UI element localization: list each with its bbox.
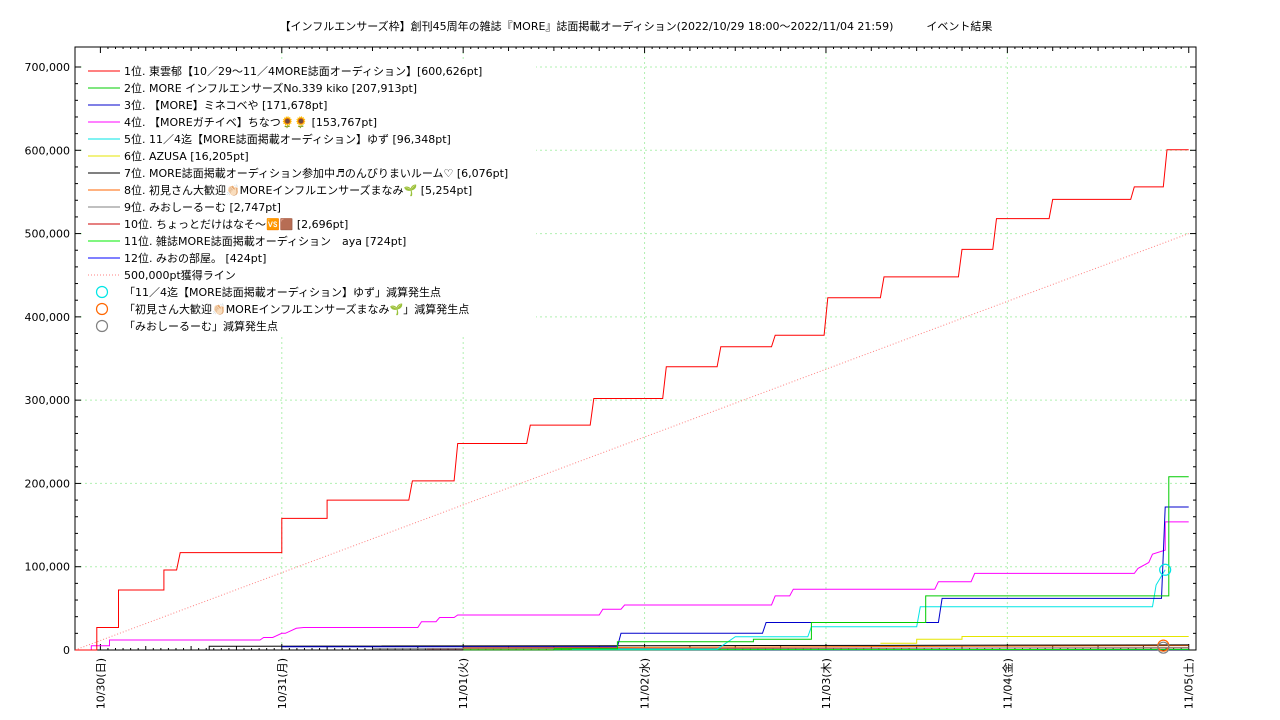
marker-3 xyxy=(1157,641,1170,654)
x-tick-label: 11/03(木) xyxy=(820,658,833,709)
legend-label-1: 1位. 東雲郁【10／29〜11／4MORE誌面オーディション】[600,626… xyxy=(124,64,482,78)
legend-label-12: 12位. みおの部屋。 [424pt] xyxy=(124,251,266,265)
reference-line xyxy=(74,233,1189,651)
legend-label-11: 11位. 雑誌MORE誌面掲載オーディション aya [724pt] xyxy=(124,234,406,248)
legend-label-5: 5位. 11／4迄【MORE誌面掲載オーディション】ゆず [96,348pt] xyxy=(124,132,451,146)
legend-label-10: 10位. ちょっとだけはなそ〜🆚🟫 [2,696pt] xyxy=(124,217,348,231)
legend-background xyxy=(84,61,536,335)
series-line-8 xyxy=(463,645,1189,649)
legend-marker-2 xyxy=(95,302,109,316)
legend-marker-3 xyxy=(95,319,109,333)
y-tick-label: 200,000 xyxy=(25,477,71,490)
y-tick-label: 600,000 xyxy=(25,144,71,157)
y-tick-label: 700,000 xyxy=(25,61,71,74)
legend-marker-1 xyxy=(95,285,109,299)
legend-label-reference: 500,000pt獲得ライン xyxy=(124,269,236,282)
x-tick-label: 10/31(月) xyxy=(276,658,289,709)
legend-label-8: 8位. 初見さん大歓迎👏🏻MOREインフルエンサーズまなみ🌱 [5,254pt] xyxy=(124,183,472,197)
y-tick-label: 500,000 xyxy=(25,228,71,241)
series-lines xyxy=(74,149,1189,654)
y-tick-label: 400,000 xyxy=(25,311,71,324)
chart-title: 【インフルエンサーズ枠】創刊45周年の雑誌『MORE』誌面掲載オーディション(2… xyxy=(280,19,993,33)
legend-marker-label-1: 「11／4迄【MORE誌面掲載オーディション】ゆず」減算発生点 xyxy=(124,285,441,299)
legend: 1位. 東雲郁【10／29〜11／4MORE誌面オーディション】[600,626… xyxy=(84,61,536,335)
legend-label-7: 7位. MORE誌面掲載オーディション参加中♬のんびりまいルーム♡ [6,076… xyxy=(124,166,508,180)
series-line-5 xyxy=(572,569,1166,650)
legend-label-3: 3位. 【MORE】ミネコベや [171,678pt] xyxy=(124,98,327,112)
y-tick-label: 300,000 xyxy=(25,394,71,407)
marker-1 xyxy=(1159,563,1172,576)
x-tick-label: 10/30(日) xyxy=(94,658,107,709)
legend-label-9: 9位. みおしーるーむ [2,747pt] xyxy=(124,200,281,214)
x-tick-label: 11/01(火) xyxy=(457,658,470,709)
series-line-3 xyxy=(281,506,1189,648)
legend-label-2: 2位. MORE インフルエンサーズNo.339 kiko [207,913pt… xyxy=(124,81,417,95)
y-tick-label: 0 xyxy=(63,644,70,657)
y-tick-label: 100,000 xyxy=(25,561,71,574)
legend-marker-label-3: 「みおしーるーむ」減算発生点 xyxy=(124,319,278,333)
legend-label-4: 4位. 【MOREガチイベ】ちなつ🌻🌻 [153,767pt] xyxy=(124,115,377,129)
series-line-1 xyxy=(75,149,1189,651)
legend-label-6: 6位. AZUSA [16,205pt] xyxy=(124,149,249,163)
x-tick-label: 11/04(金) xyxy=(1000,658,1014,709)
x-tick-label: 11/02(水) xyxy=(639,658,652,709)
legend-marker-label-2: 「初見さん大歓迎👏🏻MOREインフルエンサーズまなみ🌱」減算発生点 xyxy=(124,302,469,316)
series-line-6 xyxy=(880,636,1189,644)
series-line-2 xyxy=(553,476,1189,650)
series-line-4 xyxy=(90,521,1189,650)
series-line-7 xyxy=(208,644,1189,650)
x-tick-label: 11/05(土) xyxy=(1183,658,1196,709)
series-line-9 xyxy=(372,647,1189,650)
